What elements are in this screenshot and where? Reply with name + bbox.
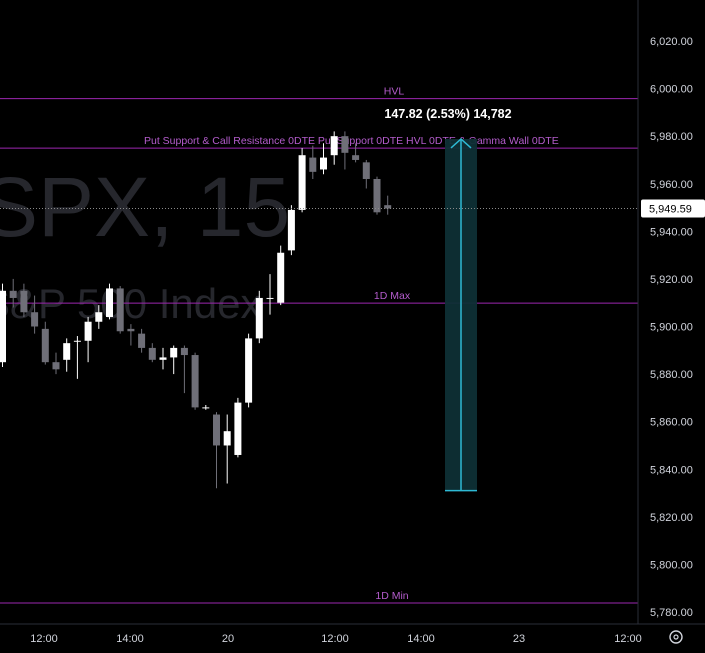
candle (180, 345, 188, 394)
time-tick-label: 23 (513, 633, 525, 645)
candle (73, 336, 81, 379)
price-tick-label: 5,900.00 (650, 322, 693, 334)
candle (202, 405, 210, 410)
candle (159, 347, 167, 370)
candle (170, 345, 178, 375)
price-tick-label: 5,860.00 (650, 417, 693, 429)
price-tick-label: 5,980.00 (650, 131, 693, 143)
candle (384, 195, 392, 215)
candle (127, 324, 135, 346)
price-tick-label: 5,780.00 (650, 607, 693, 619)
candle (234, 397, 242, 458)
candle (0, 283, 6, 367)
candle (31, 295, 39, 334)
candle (362, 159, 370, 189)
last-price-label: 5,949.59 (649, 204, 692, 216)
level-label: Put Support & Call Resistance 0DTE Put S… (144, 135, 559, 147)
price-axis[interactable]: 6,020.00 6,000.00 5,980.00 5,960.00 5,940.00… (637, 0, 693, 624)
candle (255, 290, 263, 344)
measure-arrow-head (450, 137, 472, 149)
time-tick-label: 14:00 (407, 633, 435, 645)
candle (41, 321, 49, 365)
candle (373, 176, 381, 215)
time-tick-label: 20 (222, 633, 234, 645)
price-tick-label: 5,960.00 (650, 179, 693, 191)
candle (148, 343, 156, 363)
chart-settings-icon[interactable] (669, 630, 683, 644)
candles-layer (0, 131, 392, 489)
price-tick-label: 5,840.00 (650, 464, 693, 476)
price-tick-label: 5,940.00 (650, 226, 693, 238)
candle (341, 131, 349, 170)
time-tick-label: 12:00 (30, 633, 58, 645)
measure-label: 147.82 (2.53%) 14,782 (384, 107, 511, 121)
candle (52, 352, 60, 375)
price-tick-label: 5,820.00 (650, 512, 693, 524)
time-axis[interactable]: 12:00 14:00 20 12:00 14:00 23 12:00 (0, 623, 705, 645)
price-tick-label: 6,020.00 (650, 36, 693, 48)
candle (9, 278, 17, 308)
candle (320, 143, 327, 175)
level-label: HVL (384, 86, 405, 98)
candle (266, 274, 274, 315)
candle (245, 333, 253, 408)
level-label: 1D Min (375, 590, 408, 602)
candle (116, 286, 124, 334)
level-label: 1D Max (374, 290, 411, 302)
candle (223, 414, 231, 484)
candle (287, 205, 295, 256)
candle (138, 328, 146, 353)
candle (330, 131, 338, 165)
time-tick-label: 12:00 (614, 633, 642, 645)
candle (309, 145, 317, 179)
candle (95, 305, 103, 329)
candle (213, 412, 220, 489)
price-tick-label: 5,800.00 (650, 559, 693, 571)
candle (63, 338, 71, 372)
time-tick-label: 14:00 (116, 633, 144, 645)
price-tick-label: 5,880.00 (650, 369, 693, 381)
last-price-badge: 5,949.59 (641, 199, 705, 218)
measure-layer: 147.82 (2.53%) 14,782 (384, 107, 512, 492)
candle (298, 148, 306, 213)
time-tick-label: 12:00 (321, 633, 349, 645)
candle (277, 245, 285, 306)
candle (84, 316, 92, 363)
candle (352, 143, 360, 163)
candle (106, 283, 113, 320)
price-tick-label: 6,000.00 (650, 84, 693, 96)
watermark-symbol: SPX, 15 (0, 160, 290, 254)
candle (191, 352, 199, 410)
price-tick-label: 5,920.00 (650, 274, 693, 286)
candle (20, 283, 28, 317)
